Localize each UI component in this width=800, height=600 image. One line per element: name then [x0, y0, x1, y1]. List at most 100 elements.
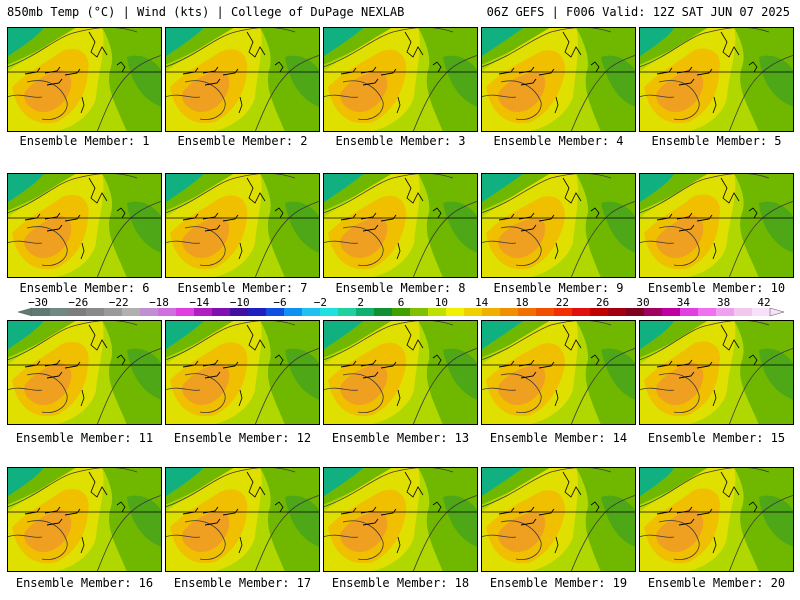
colorbar-tick-label: 10	[435, 296, 448, 309]
colorbar-tick-label: 42	[757, 296, 770, 309]
colorbar-swatch	[86, 308, 105, 316]
colorbar-swatch	[716, 308, 735, 316]
colorbar-swatch	[248, 308, 267, 316]
colorbar-swatch	[554, 308, 573, 316]
colorbar-swatch	[428, 308, 447, 316]
ensemble-map	[165, 173, 320, 278]
ensemble-map	[323, 27, 478, 132]
ensemble-member-panel-16	[7, 467, 162, 572]
colorbar-swatch	[410, 308, 429, 316]
ensemble-map	[481, 173, 636, 278]
ensemble-member-panel-14	[481, 320, 636, 425]
colorbar-left-arrow	[17, 307, 33, 317]
ensemble-map	[7, 320, 162, 425]
colorbar-tick-label: −6	[273, 296, 286, 309]
colorbar-swatch	[230, 308, 249, 316]
colorbar-tick-label: 14	[475, 296, 489, 309]
ensemble-member-panel-2	[165, 27, 320, 132]
ensemble-map	[323, 467, 478, 572]
colorbar-tick-label: 38	[717, 296, 730, 309]
ensemble-member-panel-6	[7, 173, 162, 278]
colorbar-tick-label: 18	[515, 296, 528, 309]
colorbar-swatch	[284, 308, 303, 316]
colorbar-tick-label: −14	[189, 296, 209, 309]
colorbar-swatch	[590, 308, 609, 316]
colorbar-swatch	[338, 308, 357, 316]
temperature-colorbar: −30 −26 −22 −18 −14 −10 −6 −2 2 6 10 14 18 22 26 30 34 38…	[17, 296, 785, 317]
colorbar-swatch	[482, 308, 501, 316]
colorbar-swatch	[68, 308, 87, 316]
colorbar-tick-label: −22	[109, 296, 129, 309]
ensemble-map	[639, 320, 794, 425]
ensemble-member-label-9: Ensemble Member: 9	[493, 281, 624, 295]
ensemble-member-panel-3	[323, 27, 478, 132]
ensemble-map	[7, 173, 162, 278]
ensemble-map	[165, 27, 320, 132]
ensemble-member-panel-10	[639, 173, 794, 278]
ensemble-member-label-20: Ensemble Member: 20	[647, 576, 786, 590]
colorbar-tick-label: −18	[149, 296, 169, 309]
map-title: 850mb Temp (°C) | Wind (kts) | College o…	[7, 5, 405, 19]
ensemble-map	[639, 173, 794, 278]
ensemble-member-panel-20	[639, 467, 794, 572]
colorbar-tick-label: 2	[357, 296, 364, 309]
model-run-info: 06Z GEFS | F006 Valid: 12Z SAT JUN 07 20…	[486, 5, 790, 19]
ensemble-map	[7, 467, 162, 572]
colorbar-swatch	[572, 308, 591, 316]
ensemble-map	[639, 27, 794, 132]
ensemble-member-label-5: Ensemble Member: 5	[651, 134, 782, 148]
ensemble-member-panel-11	[7, 320, 162, 425]
colorbar-swatch	[608, 308, 627, 316]
ensemble-member-panel-18	[323, 467, 478, 572]
ensemble-member-panel-12	[165, 320, 320, 425]
ensemble-member-panel-1	[7, 27, 162, 132]
ensemble-member-panel-13	[323, 320, 478, 425]
ensemble-member-panel-5	[639, 27, 794, 132]
ensemble-member-panel-7	[165, 173, 320, 278]
ensemble-map	[165, 467, 320, 572]
colorbar-swatch	[662, 308, 681, 316]
ensemble-member-label-7: Ensemble Member: 7	[177, 281, 308, 295]
ensemble-member-label-17: Ensemble Member: 17	[173, 576, 312, 590]
ensemble-member-label-14: Ensemble Member: 14	[489, 431, 628, 445]
ensemble-member-panel-19	[481, 467, 636, 572]
colorbar-swatch	[518, 308, 537, 316]
colorbar-swatch	[320, 308, 339, 316]
colorbar-swatch	[644, 308, 663, 316]
colorbar-swatch	[176, 308, 195, 316]
colorbar-swatch	[266, 308, 285, 316]
ensemble-member-label-16: Ensemble Member: 16	[15, 576, 154, 590]
colorbar-right-arrow	[769, 307, 785, 317]
ensemble-member-label-18: Ensemble Member: 18	[331, 576, 470, 590]
colorbar-swatch	[626, 308, 645, 316]
ensemble-member-label-6: Ensemble Member: 6	[19, 281, 150, 295]
colorbar-swatch	[122, 308, 141, 316]
ensemble-member-panel-8	[323, 173, 478, 278]
colorbar-tick-label: 6	[398, 296, 405, 309]
ensemble-member-label-15: Ensemble Member: 15	[647, 431, 786, 445]
colorbar-swatch	[374, 308, 393, 316]
colorbar-swatch	[194, 308, 213, 316]
ensemble-member-panel-17	[165, 467, 320, 572]
ensemble-member-label-10: Ensemble Member: 10	[647, 281, 786, 295]
ensemble-map	[481, 320, 636, 425]
ensemble-map	[7, 27, 162, 132]
colorbar-swatch	[500, 308, 519, 316]
ensemble-member-panel-9	[481, 173, 636, 278]
ensemble-map	[165, 320, 320, 425]
colorbar-swatch	[356, 308, 375, 316]
colorbar-swatch	[752, 308, 771, 316]
ensemble-member-label-1: Ensemble Member: 1	[19, 134, 150, 148]
colorbar-swatch	[212, 308, 231, 316]
ensemble-member-label-4: Ensemble Member: 4	[493, 134, 624, 148]
colorbar-tick-label: 26	[596, 296, 609, 309]
colorbar-swatch	[158, 308, 177, 316]
colorbar-swatch	[698, 308, 717, 316]
colorbar-swatch	[32, 308, 51, 316]
ensemble-map	[323, 320, 478, 425]
colorbar-swatch	[50, 308, 69, 316]
colorbar-tick-label: −10	[230, 296, 250, 309]
colorbar-swatch	[302, 308, 321, 316]
colorbar-swatch	[464, 308, 483, 316]
ensemble-member-label-12: Ensemble Member: 12	[173, 431, 312, 445]
